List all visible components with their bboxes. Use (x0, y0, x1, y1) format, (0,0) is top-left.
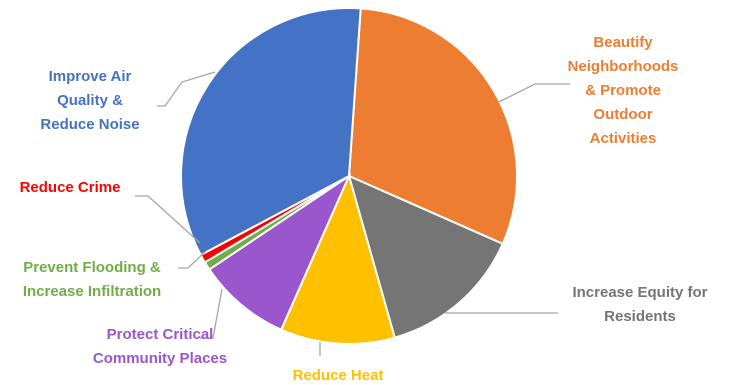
pie-slice-increase-equity-for-residents (347, 174, 505, 339)
leader-lines (135, 71, 570, 356)
pie-slice-reduce-heat (279, 173, 396, 345)
pie-slices (180, 7, 518, 345)
pie-slice-improve-air-quality-and-reduce-noise (180, 7, 362, 257)
slice-label-reduce-heat: Reduce Heat (293, 367, 384, 384)
leader-line-protect-critical-community-places (200, 288, 223, 339)
slice-label-reduce-crime: Reduce Crime (20, 179, 121, 196)
leader-line-reduce-crime (135, 195, 201, 244)
slice-label-beautify-neighborhoods-and-promote-outdoor-activities: Beautify Neighborhoods & Promote Outdoor Act… (568, 34, 679, 147)
slice-labels: Beautify Neighborhoods & Promote Outdoor Act… (20, 34, 708, 384)
slice-label-increase-equity-for-residents: Increase Equity for Residents (572, 284, 707, 325)
pie-slice-beautify-neighborhoods-and-promote-outdoor-activities (347, 7, 518, 246)
leader-line-prevent-flooding-and-increase-infiltration (178, 250, 207, 269)
leader-line-beautify-neighborhoods-and-promote-outdoor-activities (498, 83, 570, 103)
slice-label-protect-critical-community-places: Protect Critical Community Places (93, 326, 227, 367)
slice-label-improve-air-quality-and-reduce-noise: Improve Air Quality & Reduce Noise (40, 68, 139, 133)
slice-label-prevent-flooding-and-increase-infiltration: Prevent Flooding & Increase Infiltration (23, 259, 161, 300)
leader-line-improve-air-quality-and-reduce-noise (157, 71, 216, 107)
pie-slice-protect-critical-community-places (208, 173, 352, 332)
